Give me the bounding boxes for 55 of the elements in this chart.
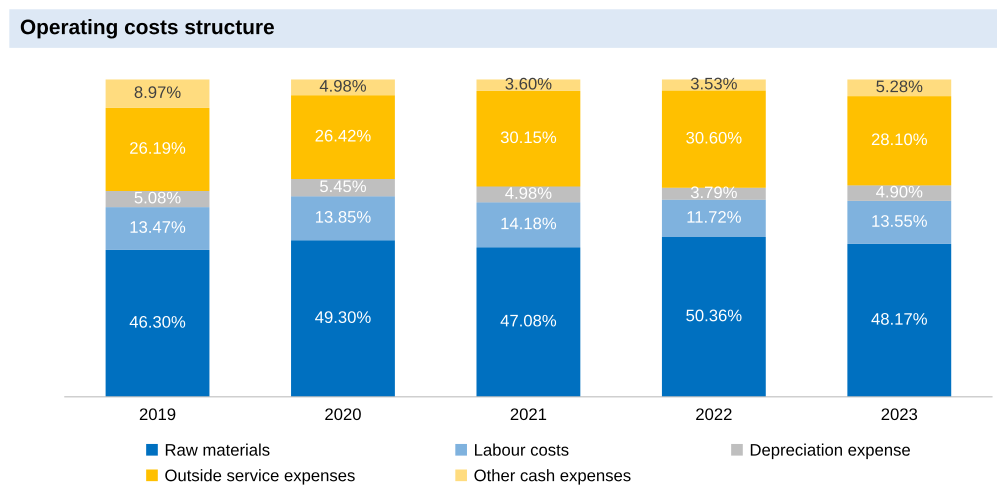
data-label: 4.98% (320, 80, 366, 92)
data-label: 3.60% (505, 78, 552, 90)
bar (476, 202, 580, 248)
bar (847, 200, 952, 244)
chart-title: Operating costs structure (20, 19, 274, 39)
data-label: 8.97% (134, 86, 181, 98)
legend-label: Outside service expenses (165, 469, 355, 485)
data-label: 13.55% (872, 215, 927, 227)
legend-label: Depreciation expense (750, 444, 910, 460)
data-label: 11.72% (687, 211, 741, 223)
data-label: 13.85% (316, 211, 371, 223)
data-label: 50.36% (686, 310, 742, 322)
legend-label: Raw materials (166, 444, 270, 456)
data-label: 14.18% (501, 218, 556, 230)
bar (662, 188, 766, 200)
bar (662, 200, 766, 237)
data-label: 47.08% (500, 314, 556, 327)
x-tick-label: 2021 (510, 408, 546, 420)
data-label: 5.45% (320, 180, 366, 192)
x-tick-label: 2022 (696, 408, 732, 420)
legend-label: Other cash expenses (474, 469, 631, 485)
bar (106, 250, 210, 397)
data-label: 26.19% (130, 142, 186, 154)
data-label: 28.10% (872, 133, 927, 146)
bar (662, 236, 766, 397)
data-label: 3.79% (690, 186, 737, 198)
bar (291, 240, 395, 397)
bar (476, 90, 580, 187)
x-tick-label: 2019 (140, 408, 176, 420)
data-label: 13.47% (130, 221, 186, 233)
bar (291, 196, 395, 240)
data-label: 26.42% (316, 130, 371, 142)
data-label: 30.60% (686, 132, 742, 144)
data-label: 30.15% (500, 131, 556, 144)
bar (476, 247, 580, 397)
bar (476, 186, 580, 202)
data-label: 5.28% (876, 80, 922, 92)
data-label: 4.98% (505, 187, 552, 199)
x-tick-label: 2020 (325, 408, 361, 420)
bar (847, 244, 952, 397)
data-label: 3.53% (690, 78, 737, 90)
data-label: 49.30% (315, 311, 371, 324)
data-label: 46.30% (130, 316, 186, 328)
bar (106, 79, 210, 108)
x-tick-label: 2023 (882, 408, 918, 420)
bar (291, 179, 395, 196)
bar (847, 96, 952, 186)
data-label: 48.17% (871, 313, 927, 325)
data-label: 5.08% (134, 192, 181, 204)
bar (106, 207, 210, 250)
bar (291, 95, 395, 180)
legend-label: Labour costs (475, 444, 568, 456)
data-label: 4.90% (876, 186, 922, 198)
bar (662, 90, 766, 188)
bar (106, 108, 210, 191)
